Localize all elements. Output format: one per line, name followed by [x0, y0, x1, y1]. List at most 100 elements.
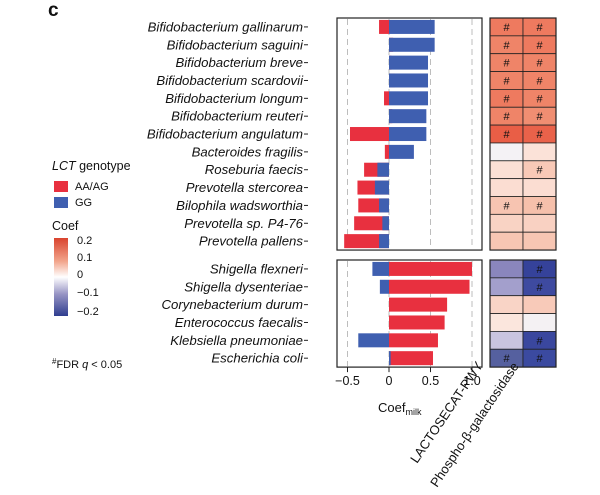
significance-mark: #	[536, 353, 543, 365]
footnote-text: FDR	[56, 359, 82, 371]
taxon-label: Prevotella pallens	[199, 234, 304, 249]
genotype-legend-title: LCT genotype	[52, 159, 131, 173]
heatmap-frame-1	[489, 259, 557, 368]
taxon-label: Bifidobacterium gallinarum	[148, 19, 303, 34]
significance-mark: #	[536, 129, 543, 141]
coef-legend-title: Coef	[52, 219, 79, 233]
heatmap-cell	[489, 330, 524, 350]
bar-gg	[389, 144, 414, 159]
taxon-label: Klebsiella pneumoniae	[170, 333, 303, 348]
heatmap-cell	[489, 259, 524, 279]
heatmap-cell	[522, 142, 557, 162]
taxon-label: Bifidobacterium breve	[175, 55, 303, 70]
significance-mark: #	[536, 40, 543, 52]
coef-tick-1: 0.1	[77, 252, 92, 264]
significance-mark: #	[503, 200, 510, 212]
taxon-label: Corynebacterium durum	[162, 297, 303, 312]
coef-tick-0: 0.2	[77, 235, 92, 247]
bar-gg	[389, 19, 435, 34]
significance-mark: #	[536, 75, 543, 87]
significance-mark: #	[536, 165, 543, 177]
significance-mark: #	[536, 22, 543, 34]
legend-swatch-gg	[54, 197, 68, 208]
heatmap-cell	[489, 231, 524, 251]
bar-gg	[358, 333, 389, 348]
heatmap-cell	[522, 213, 557, 233]
heatmap-cell	[489, 313, 524, 332]
bar-gg	[379, 198, 389, 213]
bar-aa-ag	[379, 19, 389, 34]
heatmap-cell	[522, 313, 557, 332]
fdr-footnote: #FDR q < 0.05	[52, 357, 122, 372]
genotype-title-rest: genotype	[76, 159, 131, 173]
heatmap-cell	[489, 277, 524, 297]
bar-aa-ag	[344, 234, 389, 249]
significance-mark: #	[536, 200, 543, 212]
bar-aa-ag	[389, 333, 438, 348]
taxon-label: Enterococcus faecalis	[175, 315, 304, 330]
legend-label-gg: GG	[75, 197, 92, 209]
bar-gg	[389, 55, 429, 70]
bar-aa-ag	[384, 91, 389, 106]
x-tick-label: 0.5	[422, 374, 439, 388]
panel-label: c	[48, 0, 59, 21]
heatmap-cell	[489, 178, 524, 197]
bar-gg	[379, 279, 389, 294]
coef-tick-3: −0.1	[77, 287, 99, 299]
heatmap-cell	[522, 231, 557, 251]
taxon-label: Bifidobacterium longum	[165, 91, 303, 106]
heatmap-cell	[489, 160, 524, 180]
bar-gg	[382, 216, 389, 231]
significance-mark: #	[503, 40, 510, 52]
bar-aa-ag	[354, 216, 389, 231]
x-tick-label: 0	[386, 374, 393, 388]
legend-swatch-aa-ag	[54, 181, 68, 192]
x-tick-label: 1.0	[463, 374, 480, 388]
bar-gg	[389, 37, 435, 52]
bar-gg	[377, 162, 389, 177]
bar-aa-ag	[389, 315, 445, 330]
taxon-label: Bilophila wadsworthia	[176, 198, 303, 213]
heatmap-cell	[522, 178, 557, 197]
bar-chart: Bifidobacterium gallinarum # # Bifidobacter…	[147, 17, 557, 388]
x-axis-label-subscript: milk	[405, 407, 421, 417]
taxon-label: Escherichia coli	[211, 351, 304, 366]
bar-panel-frame-0	[336, 17, 483, 251]
taxon-label: Bacteroides fragilis	[192, 144, 304, 159]
significance-mark: #	[503, 111, 510, 123]
significance-mark: #	[536, 282, 543, 294]
significance-mark: #	[536, 93, 543, 105]
footnote-mark: #	[52, 357, 57, 366]
significance-mark: #	[536, 335, 543, 347]
heatmap-cell	[489, 213, 524, 233]
taxon-label: Prevotella sp. P4-76	[184, 216, 303, 231]
significance-mark: #	[503, 353, 510, 365]
significance-mark: #	[503, 58, 510, 70]
x-axis-label-main: Coef	[378, 400, 406, 415]
heatmap-frame-0	[489, 17, 557, 251]
coef-tick-2: 0	[77, 269, 83, 281]
bar-gg	[389, 73, 429, 88]
x-axis-label: Coefmilk	[378, 400, 422, 417]
significance-mark: #	[503, 129, 510, 141]
bar-gg	[389, 127, 427, 142]
genotype-title-italic: LCT	[52, 159, 77, 173]
taxon-label: Bifidobacterium reuteri	[171, 109, 304, 124]
bar-aa-ag	[389, 297, 448, 312]
taxon-label: Bifidobacterium angulatum	[147, 127, 303, 142]
coef-colorbar	[54, 238, 68, 316]
taxon-label: Roseburia faecis	[205, 162, 304, 177]
significance-mark: #	[536, 264, 543, 276]
bar-gg	[379, 234, 389, 249]
significance-mark: #	[503, 75, 510, 87]
footnote-q: q	[82, 359, 89, 371]
footnote-rest: < 0.05	[88, 359, 122, 371]
x-tick-label: −0.5	[335, 374, 360, 388]
taxon-label: Bifidobacterium saguini	[167, 37, 304, 52]
heatmap-cell	[489, 142, 524, 162]
bar-aa-ag	[389, 351, 433, 366]
coef-tick-4: −0.2	[77, 306, 99, 318]
heatmap-cell	[522, 295, 557, 314]
significance-mark: #	[503, 93, 510, 105]
